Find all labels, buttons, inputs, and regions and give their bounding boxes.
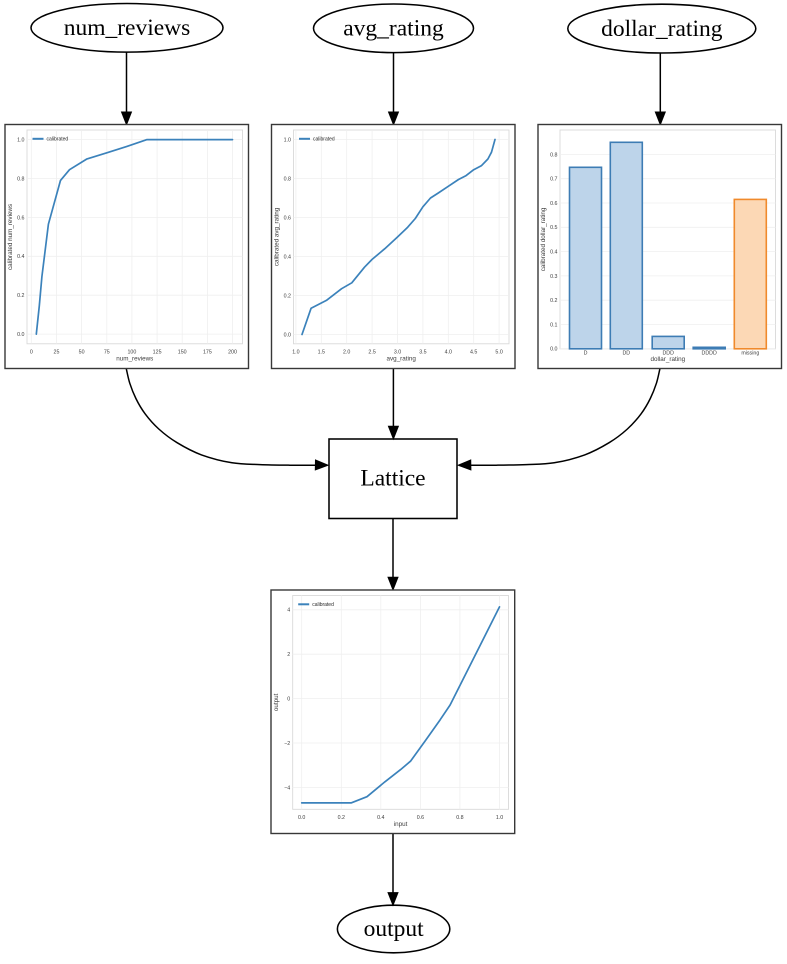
svg-text:0: 0	[30, 350, 33, 356]
svg-text:calibrated: calibrated	[313, 137, 335, 143]
svg-text:100: 100	[127, 350, 136, 356]
svg-text:−4: −4	[284, 785, 290, 791]
svg-text:D: D	[584, 351, 588, 357]
svg-text:0.4: 0.4	[284, 254, 291, 260]
svg-text:2: 2	[287, 652, 290, 658]
svg-text:dollar_rating: dollar_rating	[601, 16, 723, 42]
svg-text:0.6: 0.6	[417, 815, 424, 821]
svg-text:0.1: 0.1	[550, 322, 557, 328]
svg-text:0.3: 0.3	[550, 274, 557, 280]
svg-text:Lattice: Lattice	[360, 466, 425, 492]
svg-text:output: output	[364, 916, 425, 942]
svg-text:DDD: DDD	[662, 351, 674, 357]
svg-text:0.0: 0.0	[550, 347, 557, 353]
svg-text:output: output	[273, 693, 280, 711]
svg-text:3.0: 3.0	[394, 350, 401, 356]
svg-text:num_reviews: num_reviews	[116, 356, 153, 363]
svg-text:0.0: 0.0	[17, 332, 24, 338]
svg-text:1.0: 1.0	[17, 138, 24, 144]
svg-text:calibrated avg_rating: calibrated avg_rating	[274, 207, 281, 266]
svg-text:125: 125	[153, 350, 162, 356]
svg-text:DD: DD	[622, 351, 630, 357]
svg-text:0.0: 0.0	[284, 332, 291, 338]
svg-text:0.4: 0.4	[377, 815, 384, 821]
svg-text:0.7: 0.7	[550, 177, 557, 183]
svg-text:150: 150	[178, 350, 187, 356]
svg-text:0.6: 0.6	[284, 215, 291, 221]
svg-text:avg_rating: avg_rating	[386, 356, 416, 363]
svg-text:0.2: 0.2	[284, 293, 291, 299]
svg-text:calibrated: calibrated	[47, 137, 69, 143]
svg-text:input: input	[394, 821, 408, 828]
svg-text:0: 0	[287, 697, 290, 703]
svg-text:3.5: 3.5	[419, 350, 426, 356]
svg-text:1.0: 1.0	[496, 815, 503, 821]
svg-text:1.0: 1.0	[284, 137, 291, 143]
svg-text:0.8: 0.8	[284, 176, 291, 182]
svg-text:calibrated: calibrated	[312, 602, 334, 608]
svg-text:75: 75	[104, 350, 110, 356]
svg-text:1.5: 1.5	[318, 350, 325, 356]
svg-text:4: 4	[287, 608, 290, 614]
svg-text:−2: −2	[284, 741, 290, 747]
svg-text:DDDD: DDDD	[702, 351, 717, 357]
svg-text:2.0: 2.0	[343, 350, 350, 356]
svg-text:dollar_rating: dollar_rating	[650, 356, 685, 363]
svg-text:avg_rating: avg_rating	[343, 16, 444, 42]
svg-text:1.0: 1.0	[292, 350, 299, 356]
svg-text:0.2: 0.2	[17, 293, 24, 299]
svg-text:4.5: 4.5	[470, 350, 477, 356]
svg-text:4.0: 4.0	[445, 350, 452, 356]
svg-text:0.0: 0.0	[298, 815, 305, 821]
svg-text:175: 175	[203, 350, 212, 356]
svg-text:0.5: 0.5	[550, 225, 557, 231]
svg-text:0.8: 0.8	[17, 176, 24, 182]
svg-text:0.6: 0.6	[550, 201, 557, 207]
svg-text:0.2: 0.2	[550, 298, 557, 304]
svg-text:50: 50	[79, 350, 85, 356]
svg-text:0.4: 0.4	[550, 250, 557, 256]
svg-text:0.2: 0.2	[338, 815, 345, 821]
svg-text:calibrated num_reviews: calibrated num_reviews	[7, 204, 14, 270]
svg-text:num_reviews: num_reviews	[64, 15, 191, 41]
svg-text:0.6: 0.6	[17, 215, 24, 221]
svg-text:200: 200	[228, 350, 237, 356]
svg-text:0.8: 0.8	[550, 152, 557, 158]
svg-text:0.4: 0.4	[17, 254, 24, 260]
svg-text:5.0: 5.0	[495, 350, 502, 356]
svg-text:0.8: 0.8	[456, 815, 463, 821]
svg-text:2.5: 2.5	[368, 350, 375, 356]
svg-text:calibrated dollar_rating: calibrated dollar_rating	[540, 207, 547, 271]
svg-text:missing: missing	[741, 351, 759, 357]
svg-text:25: 25	[54, 350, 60, 356]
